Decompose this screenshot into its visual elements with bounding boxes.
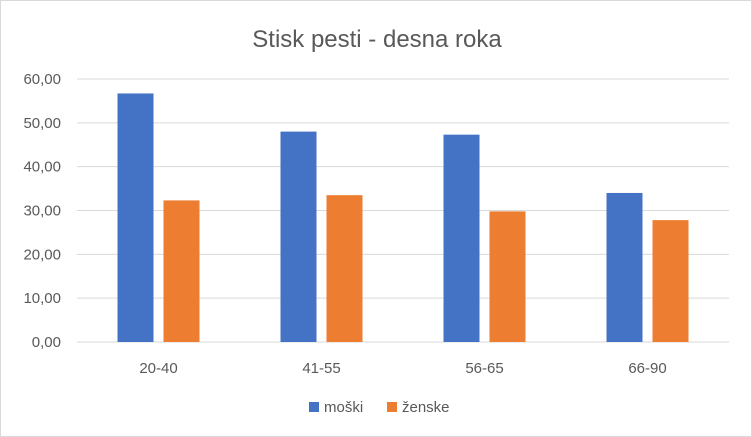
chart-title: Stisk pesti - desna roka (252, 26, 502, 53)
x-tick-label: 66-90 (628, 360, 666, 377)
bar-zenske-56-65 (489, 211, 526, 342)
bar-moski-20-40 (117, 93, 154, 342)
bar-moski-41-55 (280, 131, 317, 342)
bar-moski-66-90 (606, 192, 643, 342)
y-tick-label: 50,00 (23, 115, 61, 132)
y-tick-label: 40,00 (23, 159, 61, 176)
bar-zenske-20-40 (163, 200, 200, 342)
legend-swatch (309, 402, 319, 412)
legend: moški ženske (309, 399, 450, 416)
y-axis-ticks: 0,00 10,00 20,00 30,00 40,00 50,00 60,00 (23, 71, 61, 351)
y-tick-label: 20,00 (23, 246, 61, 263)
legend-label: moški (324, 399, 363, 416)
x-tick-label: 56-65 (465, 360, 503, 377)
y-tick-label: 10,00 (23, 290, 61, 307)
x-axis-ticks: 20-40 41-55 56-65 66-90 (139, 360, 666, 377)
legend-label: ženske (402, 399, 450, 416)
bar-zenske-66-90 (652, 220, 689, 342)
y-tick-label: 30,00 (23, 203, 61, 220)
bar-zenske-41-55 (326, 195, 363, 342)
legend-swatch (387, 402, 397, 412)
y-tick-label: 60,00 (23, 71, 61, 88)
bar-moski-56-65 (443, 134, 480, 342)
bars (117, 93, 689, 342)
y-tick-label: 0,00 (32, 334, 61, 351)
x-tick-label: 41-55 (302, 360, 340, 377)
x-tick-label: 20-40 (139, 360, 177, 377)
